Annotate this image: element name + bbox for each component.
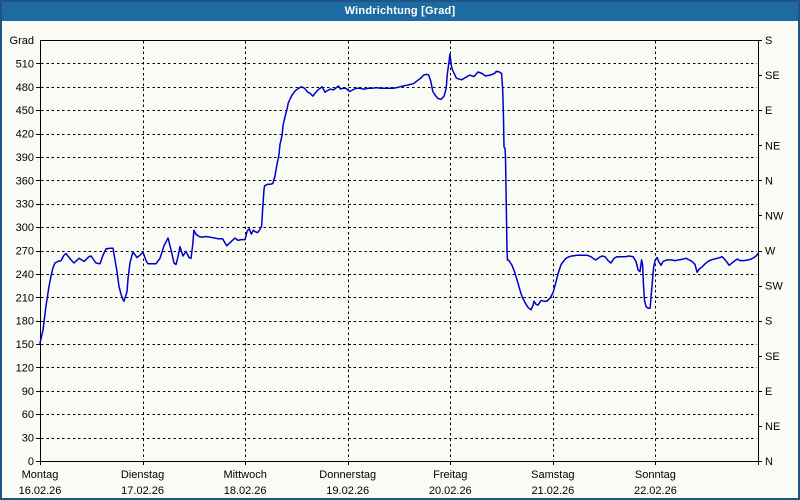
y-axis-right-tick-label: SW [765, 281, 783, 293]
x-axis-day-label: Donnerstag [319, 469, 376, 481]
y-axis-right-tick-label: E [765, 386, 772, 398]
x-axis-date-label: 18.02.26 [224, 485, 267, 497]
y-axis-tick-label: 180 [16, 316, 34, 328]
y-axis-right-tick-label: SE [765, 70, 780, 82]
y-axis-tick-label: 270 [16, 246, 34, 258]
y-axis-tick-label: 0 [28, 456, 34, 468]
y-axis-right-tick-label: E [765, 105, 772, 117]
x-axis-day-label: Mittwoch [223, 469, 266, 481]
x-axis-day-label: Dienstag [121, 469, 164, 481]
chart-titlebar: Windrichtung [Grad] [2, 2, 798, 21]
y-axis-tick-label: 420 [16, 129, 34, 141]
y-axis-tick-label: 300 [16, 222, 34, 234]
y-axis-tick-label: 90 [22, 386, 34, 398]
x-axis-date-label: 17.02.26 [121, 485, 164, 497]
y-axis-right-tick-label: NW [765, 210, 784, 222]
chart-title: Windrichtung [Grad] [344, 4, 456, 17]
y-axis-right-tick-label: W [765, 246, 776, 258]
x-axis-day-label: Sonntag [635, 469, 676, 481]
y-axis-tick-label: 330 [16, 199, 34, 211]
y-axis-tick-label: 150 [16, 339, 34, 351]
y-axis-tick-label: 60 [22, 409, 34, 421]
y-axis-right-tick-label: NE [765, 421, 780, 433]
y-axis-right-tick-label: SE [765, 351, 780, 363]
y-axis-tick-label: 480 [16, 82, 34, 94]
y-axis-tick-label: 360 [16, 175, 34, 187]
x-axis-day-label: Freitag [433, 469, 467, 481]
y-axis-right-tick-label: S [765, 316, 772, 328]
x-axis-date-label: 16.02.26 [19, 485, 62, 497]
wind-direction-series-line [39, 53, 759, 345]
y-axis-tick-label: 210 [16, 292, 34, 304]
x-axis-day-label: Montag [22, 469, 59, 481]
y-axis-right-tick-label: N [765, 175, 773, 187]
x-axis-date-label: 20.02.26 [429, 485, 472, 497]
y-axis-tick-label: 120 [16, 362, 34, 374]
y-axis-tick-label: 450 [16, 105, 34, 117]
y-axis-right-tick-label: NE [765, 140, 780, 152]
x-axis-day-label: Samstag [531, 469, 574, 481]
wind-direction-chart: 0 30 60 90 120 150 180 210 240 270 300 330 360 390 420… [10, 35, 784, 497]
y-axis-title: Grad [10, 35, 34, 47]
y-axis-right-tick-label: N [765, 456, 773, 468]
y-axis-tick-label: 510 [16, 58, 34, 70]
y-axis-tick-label: 30 [22, 433, 34, 445]
chart-area: 0 30 60 90 120 150 180 210 240 270 300 330 360 390 420… [2, 21, 798, 498]
plot-frame [40, 40, 759, 462]
x-axis-date-label: 21.02.26 [531, 485, 574, 497]
y-axis-right-tick-label: S [765, 35, 772, 47]
x-axis-date-label: 19.02.26 [326, 485, 369, 497]
y-axis-tick-label: 390 [16, 152, 34, 164]
y-axis-tick-label: 240 [16, 269, 34, 281]
x-axis-date-label: 22.02.26 [634, 485, 677, 497]
